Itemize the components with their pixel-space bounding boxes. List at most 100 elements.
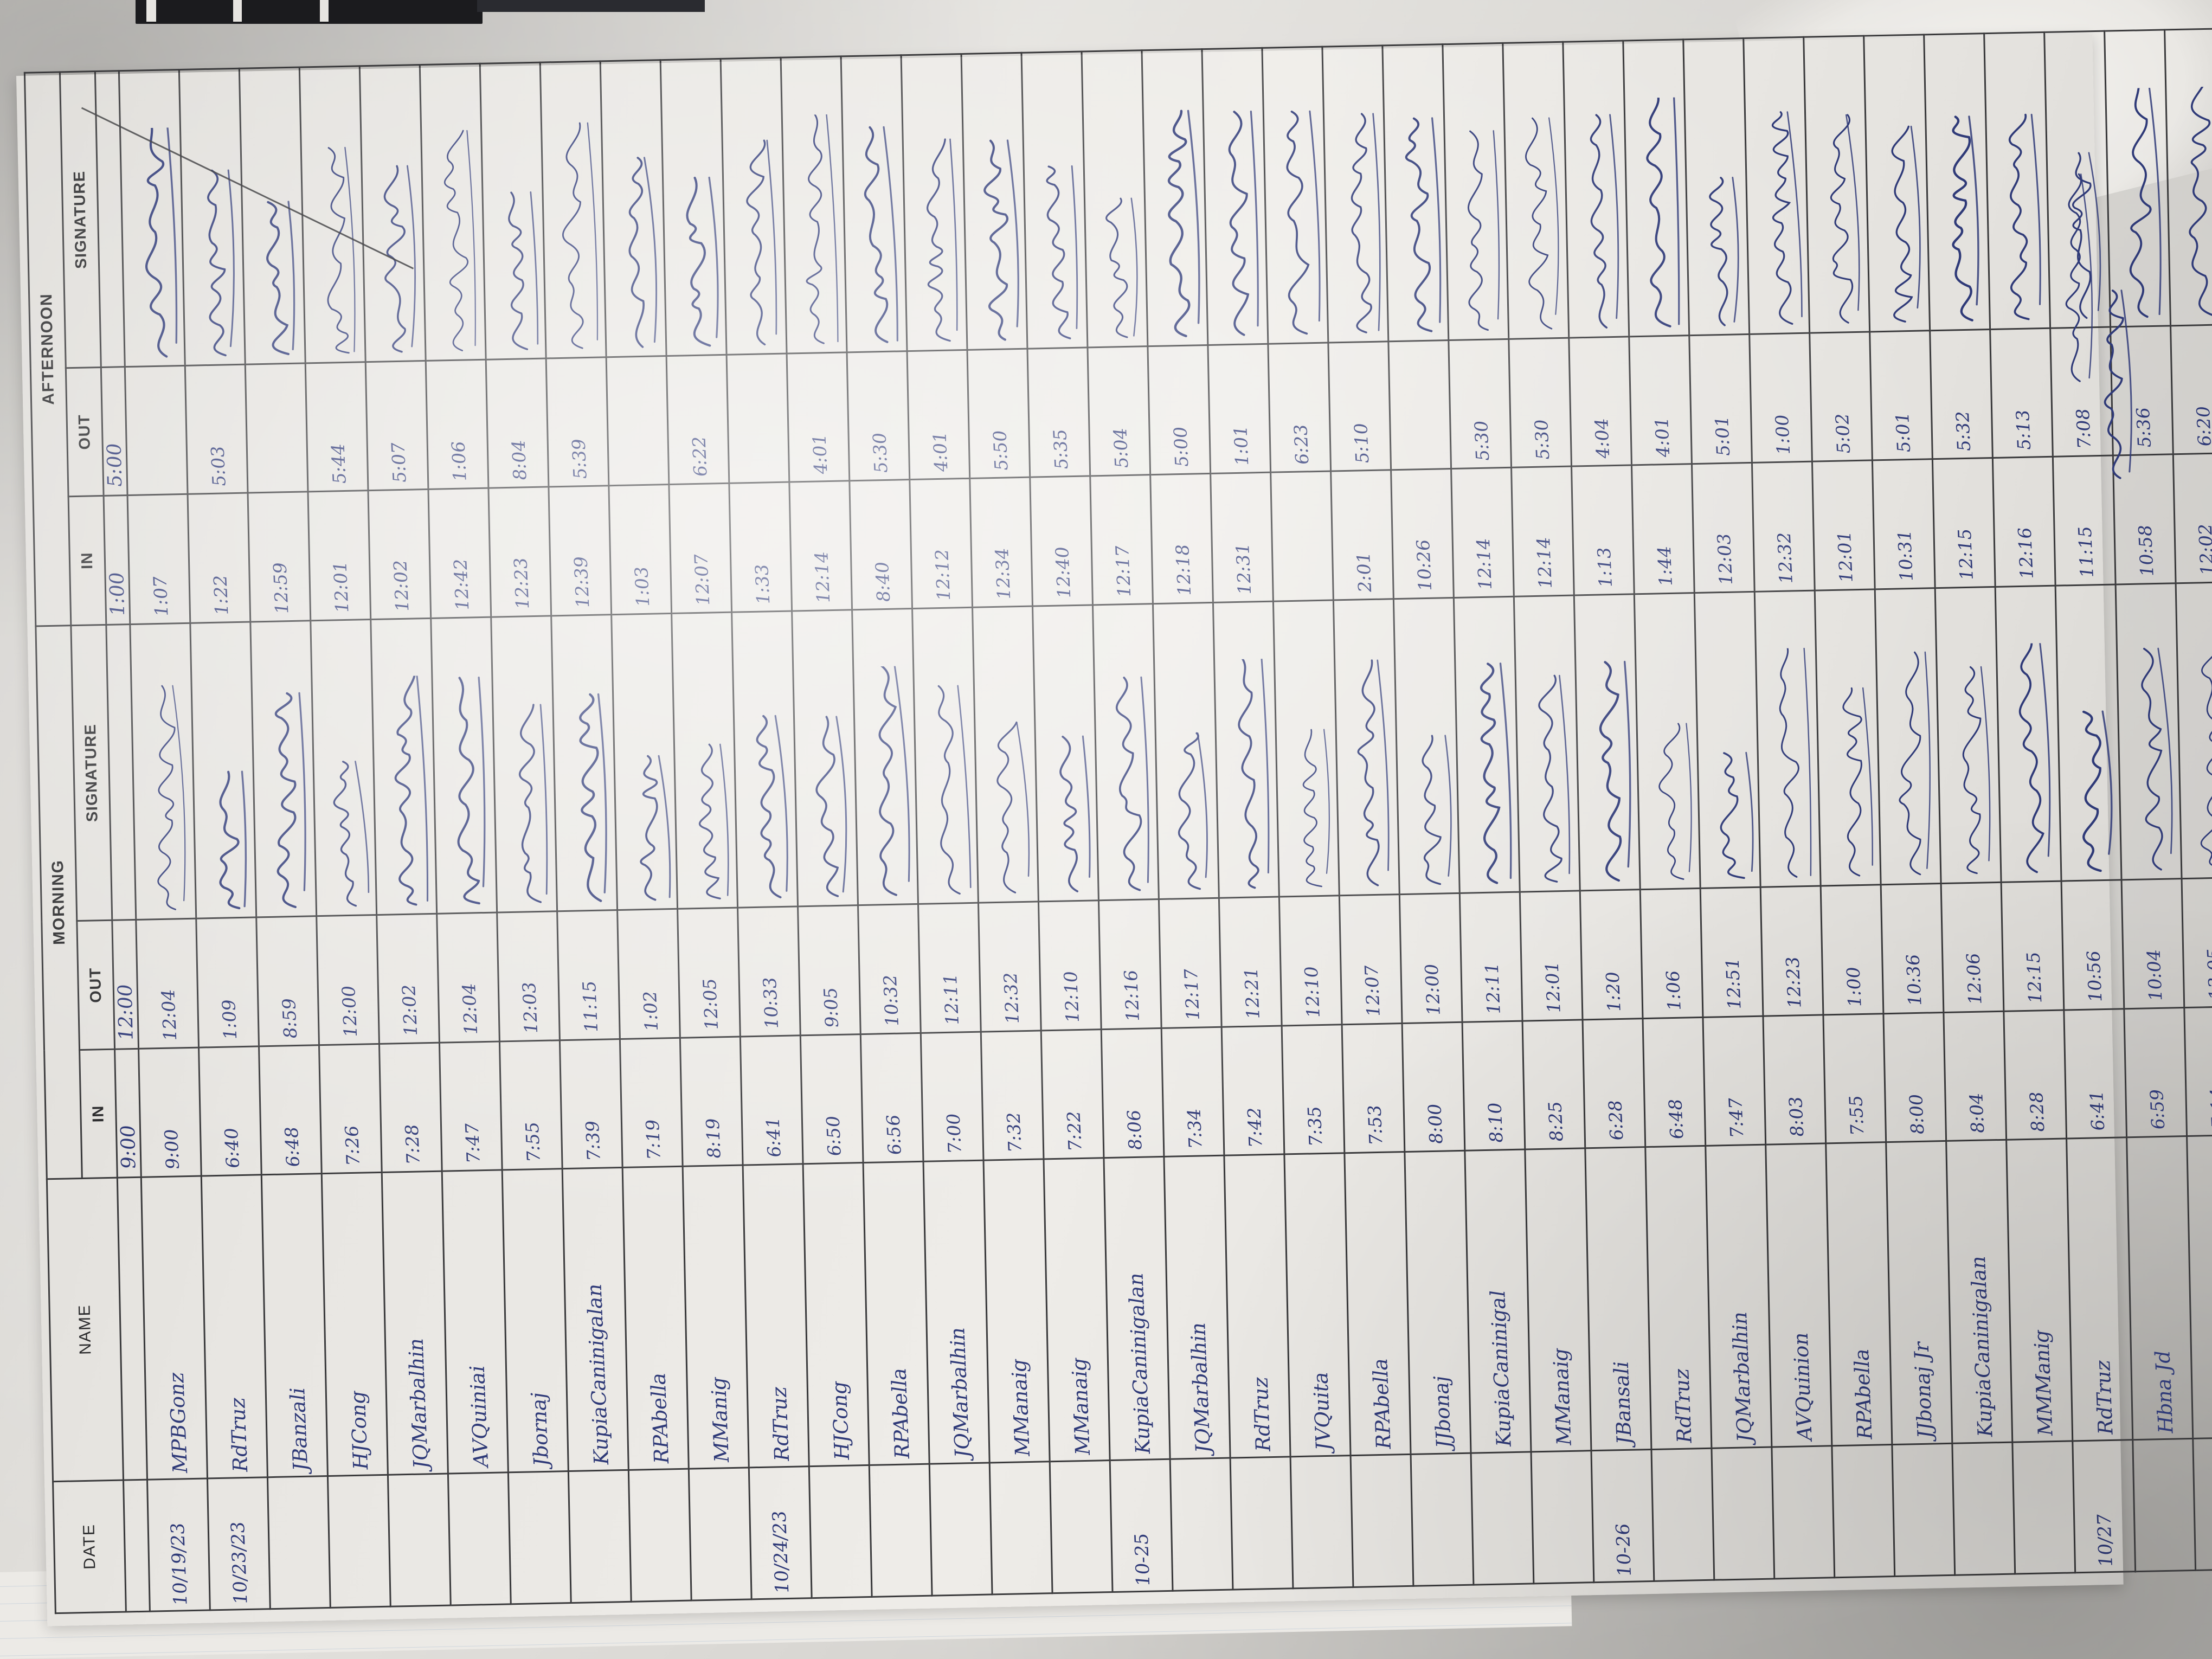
cell-name-text: MManig bbox=[706, 1375, 734, 1464]
cell-morning-in: 8:28 bbox=[2003, 1009, 2067, 1140]
cell-afternoon-in-text: 12:23 bbox=[509, 556, 533, 610]
table-row: KupiaCaninigalan 8:04 12:06 12:15 5:32 bbox=[1924, 33, 2015, 1576]
cell-afternoon-signature bbox=[1081, 50, 1148, 348]
cell-name-text: RdTruz bbox=[767, 1384, 794, 1463]
cell-afternoon-in: 12:31 bbox=[1210, 472, 1274, 602]
cell-morning-in-text: 6:41 bbox=[2085, 1089, 2108, 1132]
cell-name: MManig bbox=[683, 1165, 749, 1469]
signature-scribble bbox=[1323, 46, 1387, 342]
cell-date-text bbox=[898, 1465, 903, 1596]
signature-scribble bbox=[361, 66, 425, 361]
cell-afternoon-signature bbox=[1562, 41, 1629, 338]
cell-afternoon-signature bbox=[359, 65, 426, 362]
signature-scribble bbox=[311, 620, 376, 916]
cell-afternoon-out-text bbox=[274, 364, 279, 492]
cell-morning-out-text: 12:17 bbox=[1180, 967, 1204, 1022]
cell-date bbox=[1831, 1444, 1895, 1578]
cell-date-text: 10-25 bbox=[1130, 1532, 1155, 1587]
cell-morning-in: 7:32 bbox=[981, 1030, 1044, 1161]
cell-afternoon-out bbox=[606, 356, 669, 486]
cell-afternoon-in: 12:03 bbox=[1692, 462, 1755, 593]
table-row: 10/24/23 RdTruz 6:41 10:33 1:33 bbox=[721, 57, 812, 1599]
cell-afternoon-in-text: 1:22 bbox=[209, 573, 233, 616]
cell-morning-in-text: 6:48 bbox=[1664, 1097, 1688, 1141]
signature-scribble bbox=[1334, 600, 1399, 895]
cell-morning-out-text: 10:32 bbox=[879, 973, 903, 1028]
cell-afternoon-signature bbox=[1442, 43, 1509, 340]
col-header-name: NAME bbox=[47, 1178, 124, 1482]
cell-date-text bbox=[1680, 1449, 1685, 1580]
cell-morning-signature bbox=[852, 608, 918, 906]
cell-name-text: RPAbella bbox=[1849, 1346, 1877, 1442]
cell-afternoon-in-text: 2:01 bbox=[1352, 550, 1375, 594]
signature-scribble bbox=[1154, 603, 1218, 898]
cell-date bbox=[1290, 1455, 1353, 1589]
hdr-hw-date-text bbox=[134, 1481, 139, 1611]
cell-afternoon-in: 12:59 bbox=[248, 492, 311, 622]
signature-scribble bbox=[492, 616, 556, 912]
cell-afternoon-in: 12:39 bbox=[548, 485, 612, 616]
cell-afternoon-out-text: 5:35 bbox=[1049, 428, 1072, 471]
cell-morning-signature bbox=[972, 606, 1039, 903]
signature-scribble bbox=[1816, 590, 1880, 885]
signature-scribble bbox=[481, 63, 545, 359]
hdr-hw-afternoon-in-text: 1:00 bbox=[106, 570, 130, 618]
cell-name-text: JJbonaj Jr bbox=[1909, 1340, 1937, 1440]
signature-scribble bbox=[421, 65, 485, 360]
signature-scribble bbox=[732, 612, 797, 907]
cell-afternoon-signature bbox=[1262, 47, 1328, 344]
table-row: Jbornaj 7:55 12:03 12:23 8:04 bbox=[480, 62, 571, 1604]
cell-date bbox=[2012, 1441, 2075, 1574]
cell-afternoon-signature bbox=[119, 69, 185, 367]
cell-date bbox=[1230, 1456, 1293, 1590]
cell-name: KupiaCaninigalan bbox=[562, 1167, 629, 1471]
cell-afternoon-out: 5:30 bbox=[847, 351, 910, 481]
signature-scribble bbox=[601, 61, 666, 356]
cell-afternoon-out-text: 5:50 bbox=[988, 429, 1012, 472]
cell-morning-out-text: 10:04 bbox=[2142, 948, 2166, 1002]
signature-scribble bbox=[612, 614, 677, 910]
cell-name: RdTruz bbox=[1645, 1146, 1712, 1450]
cell-afternoon-in: 12:17 bbox=[1090, 474, 1153, 605]
cell-morning-out: 12:04 bbox=[436, 912, 500, 1043]
cell-name-text: JQMarbalhin bbox=[403, 1336, 433, 1470]
cell-afternoon-out: 4:04 bbox=[1568, 336, 1632, 467]
cell-morning-out: 1:00 bbox=[1821, 885, 1883, 1015]
signature-scribble bbox=[782, 57, 846, 352]
signature-scribble bbox=[1564, 42, 1628, 337]
cell-afternoon-in-text: 12:02 bbox=[2194, 522, 2212, 577]
table-row: RPAbella 7:53 12:07 2:01 5:10 bbox=[1322, 45, 1413, 1587]
cell-morning-signature bbox=[310, 619, 377, 917]
cell-date bbox=[1411, 1452, 1474, 1586]
signature-scribble bbox=[1996, 586, 2061, 882]
cell-name-text: JQMarbalhin bbox=[2209, 1300, 2212, 1434]
signature-scribble bbox=[371, 619, 436, 914]
cell-afternoon-out: 5:30 bbox=[1508, 338, 1572, 468]
cell-afternoon-in: 1:13 bbox=[1571, 465, 1635, 595]
cell-afternoon-signature bbox=[901, 54, 967, 351]
cell-afternoon-out-text: 5:07 bbox=[387, 441, 410, 484]
cell-morning-out: 9:05 bbox=[798, 905, 861, 1036]
cell-morning-in-text: 8:03 bbox=[1784, 1095, 1808, 1139]
cell-date-text bbox=[1861, 1446, 1866, 1577]
cell-afternoon-in: 12:01 bbox=[1812, 460, 1875, 590]
cell-afternoon-in: 12:23 bbox=[488, 487, 551, 617]
cell-date-text bbox=[1379, 1456, 1384, 1586]
signature-scribble bbox=[107, 72, 113, 366]
cell-afternoon-in-text: 12:12 bbox=[930, 548, 954, 602]
cell-name-text: JBansali bbox=[1609, 1359, 1636, 1446]
cell-morning-in-text: 7:55 bbox=[1844, 1094, 1868, 1137]
cell-name-text: HJCong bbox=[827, 1379, 854, 1462]
cell-name-text: AVQuiniai bbox=[465, 1364, 493, 1469]
cell-afternoon-out-text: 6:23 bbox=[1289, 423, 1313, 466]
cell-name: JJbonaj bbox=[1404, 1150, 1471, 1455]
cell-afternoon-in: 12:12 bbox=[909, 478, 973, 609]
cell-morning-out-text: 11:15 bbox=[578, 979, 602, 1034]
signature-scribble bbox=[1804, 37, 1869, 332]
cell-afternoon-signature bbox=[1021, 52, 1088, 349]
cell-morning-in-text: 9:00 bbox=[160, 1128, 183, 1171]
cell-date: 10/27 bbox=[2072, 1439, 2136, 1573]
cell-morning-out: 12:00 bbox=[1399, 893, 1463, 1024]
cell-afternoon-out-text: 6:20 bbox=[2192, 405, 2212, 448]
cell-name-text: RPAbella bbox=[1368, 1356, 1396, 1451]
